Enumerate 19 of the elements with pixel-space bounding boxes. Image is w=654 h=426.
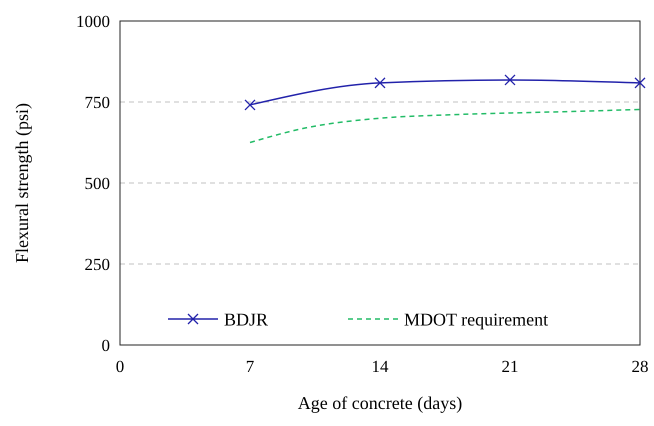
x-tick-label: 21 <box>502 357 518 376</box>
y-tick-label: 250 <box>84 254 110 274</box>
y-tick-label: 0 <box>102 336 110 355</box>
point <box>244 99 256 111</box>
y-axis-title: Flexural strength (psi) <box>12 103 32 263</box>
x-tick-label: 14 <box>372 357 389 376</box>
line-series <box>249 108 641 144</box>
x-tick-label: 0 <box>116 357 124 376</box>
legend-label: BDJR <box>224 309 268 330</box>
x-tick-label: 7 <box>246 357 255 376</box>
point <box>634 77 646 89</box>
x-tick-label: 28 <box>632 357 648 376</box>
y-tick-label: 1000 <box>76 12 110 31</box>
legend-label: MDOT requirement <box>404 309 548 330</box>
y-tick-label: 500 <box>84 174 110 193</box>
point <box>504 74 516 86</box>
x-axis-title: Age of concrete (days) <box>298 393 462 413</box>
y-tick-label: 750 <box>84 92 110 112</box>
point <box>374 77 386 89</box>
